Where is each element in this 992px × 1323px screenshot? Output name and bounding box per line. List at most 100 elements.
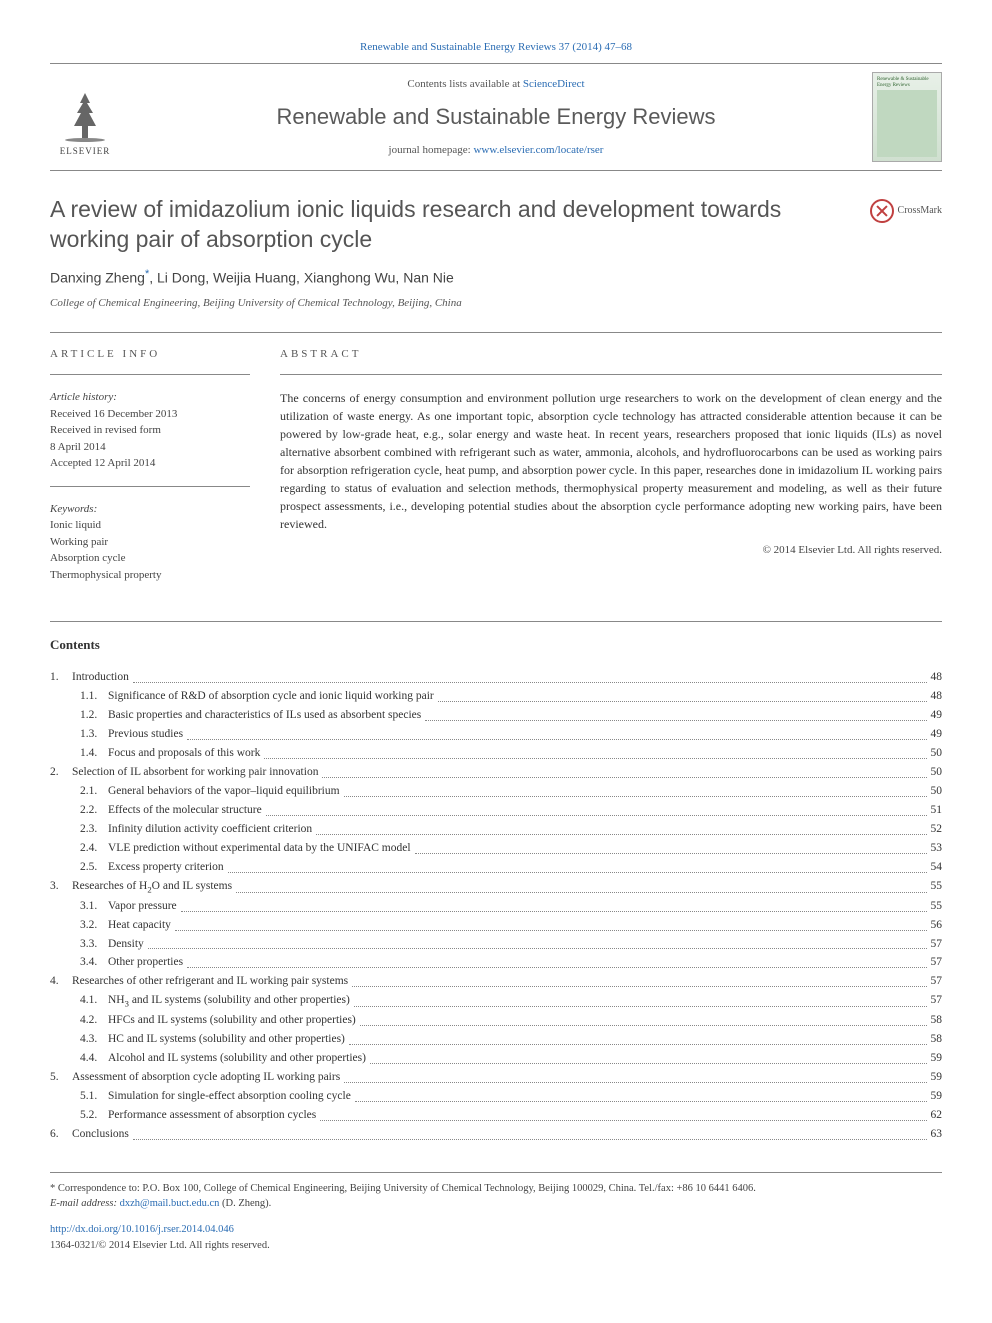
toc-row[interactable]: 3.2.Heat capacity56 (50, 916, 942, 935)
toc-row[interactable]: 2.2.Effects of the molecular structure51 (50, 801, 942, 820)
toc-number: 1. (50, 668, 72, 687)
toc-label: VLE prediction without experimental data… (108, 839, 411, 858)
toc-row[interactable]: 5.1.Simulation for single-effect absorpt… (50, 1087, 942, 1106)
email-suffix: (D. Zheng). (219, 1198, 271, 1209)
cover-text: Renewable & Sustainable Energy Reviews (877, 77, 937, 88)
doi-link[interactable]: http://dx.doi.org/10.1016/j.rser.2014.04… (50, 1224, 234, 1235)
abstract-text: The concerns of energy consumption and e… (280, 389, 942, 533)
cover-image-area (877, 90, 937, 157)
article-info-column: ARTICLE INFO Article history: Received 1… (50, 347, 250, 597)
toc-row[interactable]: 3.1.Vapor pressure55 (50, 897, 942, 916)
toc-row[interactable]: 4.4.Alcohol and IL systems (solubility a… (50, 1049, 942, 1068)
toc-dots (133, 668, 927, 683)
toc-row[interactable]: 2.3.Infinity dilution activity coefficie… (50, 820, 942, 839)
toc-dots (181, 897, 927, 912)
toc-dots (320, 1106, 926, 1121)
divider (50, 374, 250, 375)
journal-header-center: Contents lists available at ScienceDirec… (120, 77, 872, 159)
toc-row[interactable]: 2.1.General behaviors of the vapor–liqui… (50, 782, 942, 801)
toc-number: 4.2. (80, 1011, 108, 1030)
toc-number: 3.1. (80, 897, 108, 916)
toc-dots (355, 1087, 927, 1102)
toc-dots (354, 991, 927, 1007)
homepage-link[interactable]: www.elsevier.com/locate/rser (473, 144, 603, 156)
top-journal-link[interactable]: Renewable and Sustainable Energy Reviews… (50, 40, 942, 55)
elsevier-tree-icon (60, 88, 110, 143)
toc-dots (266, 801, 927, 816)
toc-row[interactable]: 2.Selection of IL absorbent for working … (50, 763, 942, 782)
toc-row[interactable]: 6.Conclusions63 (50, 1125, 942, 1144)
homepage-prefix: journal homepage: (389, 144, 474, 156)
toc-row[interactable]: 2.4.VLE prediction without experimental … (50, 839, 942, 858)
correspondence-note: * Correspondence to: P.O. Box 100, Colle… (50, 1181, 942, 1197)
toc-page: 57 (931, 953, 943, 972)
toc-page: 50 (931, 763, 943, 782)
toc-row[interactable]: 1.2.Basic properties and characteristics… (50, 706, 942, 725)
email-line: E-mail address: dxzh@mail.buct.edu.cn (D… (50, 1196, 942, 1212)
toc-row[interactable]: 5.Assessment of absorption cycle adoptin… (50, 1068, 942, 1087)
toc-label: Introduction (72, 668, 129, 687)
toc-number: 2. (50, 763, 72, 782)
toc-page: 59 (931, 1049, 943, 1068)
sciencedirect-link[interactable]: ScienceDirect (523, 78, 585, 90)
toc-row[interactable]: 4.3.HC and IL systems (solubility and ot… (50, 1030, 942, 1049)
toc-label: Conclusions (72, 1125, 129, 1144)
abstract-column: ABSTRACT The concerns of energy consumpt… (280, 347, 942, 597)
toc-page: 49 (931, 706, 943, 725)
toc-label: Researches of other refrigerant and IL w… (72, 972, 348, 991)
toc-dots (228, 858, 927, 873)
toc-number: 1.2. (80, 706, 108, 725)
keyword: Ionic liquid (50, 517, 250, 534)
toc-label: Focus and proposals of this work (108, 744, 260, 763)
toc-number: 4. (50, 972, 72, 991)
toc-row[interactable]: 2.5.Excess property criterion54 (50, 858, 942, 877)
journal-name: Renewable and Sustainable Energy Reviews (130, 102, 862, 133)
toc-label: Researches of H2O and IL systems (72, 877, 232, 897)
toc-row[interactable]: 3.4.Other properties57 (50, 953, 942, 972)
top-journal-link-text[interactable]: Renewable and Sustainable Energy Reviews… (360, 41, 632, 53)
toc-row[interactable]: 3.3.Density57 (50, 935, 942, 954)
history-revised-2: 8 April 2014 (50, 439, 250, 456)
toc-page: 55 (931, 897, 943, 916)
toc-number: 6. (50, 1125, 72, 1144)
toc-row[interactable]: 5.2.Performance assessment of absorption… (50, 1106, 942, 1125)
toc-row[interactable]: 4.1.NH3 and IL systems (solubility and o… (50, 991, 942, 1011)
toc-number: 5.2. (80, 1106, 108, 1125)
toc-number: 3.3. (80, 935, 108, 954)
email-link[interactable]: dxzh@mail.buct.edu.cn (120, 1198, 220, 1209)
toc-dots (148, 935, 927, 950)
toc-label: Heat capacity (108, 916, 171, 935)
toc-number: 3.2. (80, 916, 108, 935)
toc-row[interactable]: 1.1.Significance of R&D of absorption cy… (50, 687, 942, 706)
toc-dots (370, 1049, 927, 1064)
toc-page: 59 (931, 1068, 943, 1087)
abstract-label: ABSTRACT (280, 347, 942, 362)
toc-label: NH3 and IL systems (solubility and other… (108, 991, 350, 1011)
toc-row[interactable]: 1.4.Focus and proposals of this work50 (50, 744, 942, 763)
journal-header: ELSEVIER Contents lists available at Sci… (50, 63, 942, 171)
toc-row[interactable]: 4.2.HFCs and IL systems (solubility and … (50, 1011, 942, 1030)
toc-page: 59 (931, 1087, 943, 1106)
divider (280, 374, 942, 375)
toc-label: Excess property criterion (108, 858, 224, 877)
journal-cover-thumb: Renewable & Sustainable Energy Reviews (872, 72, 942, 162)
history-header: Article history: (50, 389, 250, 406)
toc-row[interactable]: 1.3.Previous studies49 (50, 725, 942, 744)
crossmark-badge[interactable]: CrossMark (870, 199, 942, 223)
toc-page: 54 (931, 858, 943, 877)
toc-page: 48 (931, 687, 943, 706)
toc-dots (236, 877, 926, 893)
keyword: Absorption cycle (50, 550, 250, 567)
toc-label: Effects of the molecular structure (108, 801, 262, 820)
toc-number: 5.1. (80, 1087, 108, 1106)
toc-dots (438, 687, 927, 702)
toc-page: 51 (931, 801, 943, 820)
toc-row[interactable]: 1.Introduction48 (50, 668, 942, 687)
toc-row[interactable]: 4.Researches of other refrigerant and IL… (50, 972, 942, 991)
keyword: Thermophysical property (50, 567, 250, 584)
toc-row[interactable]: 3.Researches of H2O and IL systems55 (50, 877, 942, 897)
journal-homepage-line: journal homepage: www.elsevier.com/locat… (130, 143, 862, 158)
toc-dots (175, 916, 927, 931)
affiliation: College of Chemical Engineering, Beijing… (50, 296, 942, 311)
toc-dots (344, 782, 927, 797)
